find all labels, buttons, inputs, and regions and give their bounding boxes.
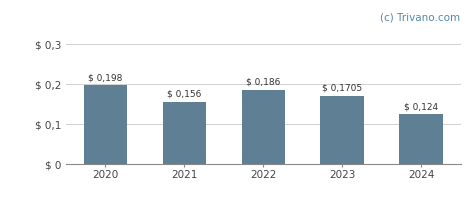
- Bar: [163, 102, 206, 164]
- Text: (c) Trivano.com: (c) Trivano.com: [381, 13, 461, 23]
- Text: $ 0,198: $ 0,198: [88, 73, 123, 82]
- Text: $ 0,186: $ 0,186: [246, 78, 281, 87]
- Bar: [321, 96, 364, 164]
- Bar: [400, 114, 443, 164]
- Text: $ 0,124: $ 0,124: [404, 103, 438, 112]
- Text: $ 0,156: $ 0,156: [167, 90, 202, 99]
- Text: $ 0,1705: $ 0,1705: [322, 84, 362, 93]
- Bar: [84, 85, 127, 164]
- Bar: [242, 90, 285, 164]
